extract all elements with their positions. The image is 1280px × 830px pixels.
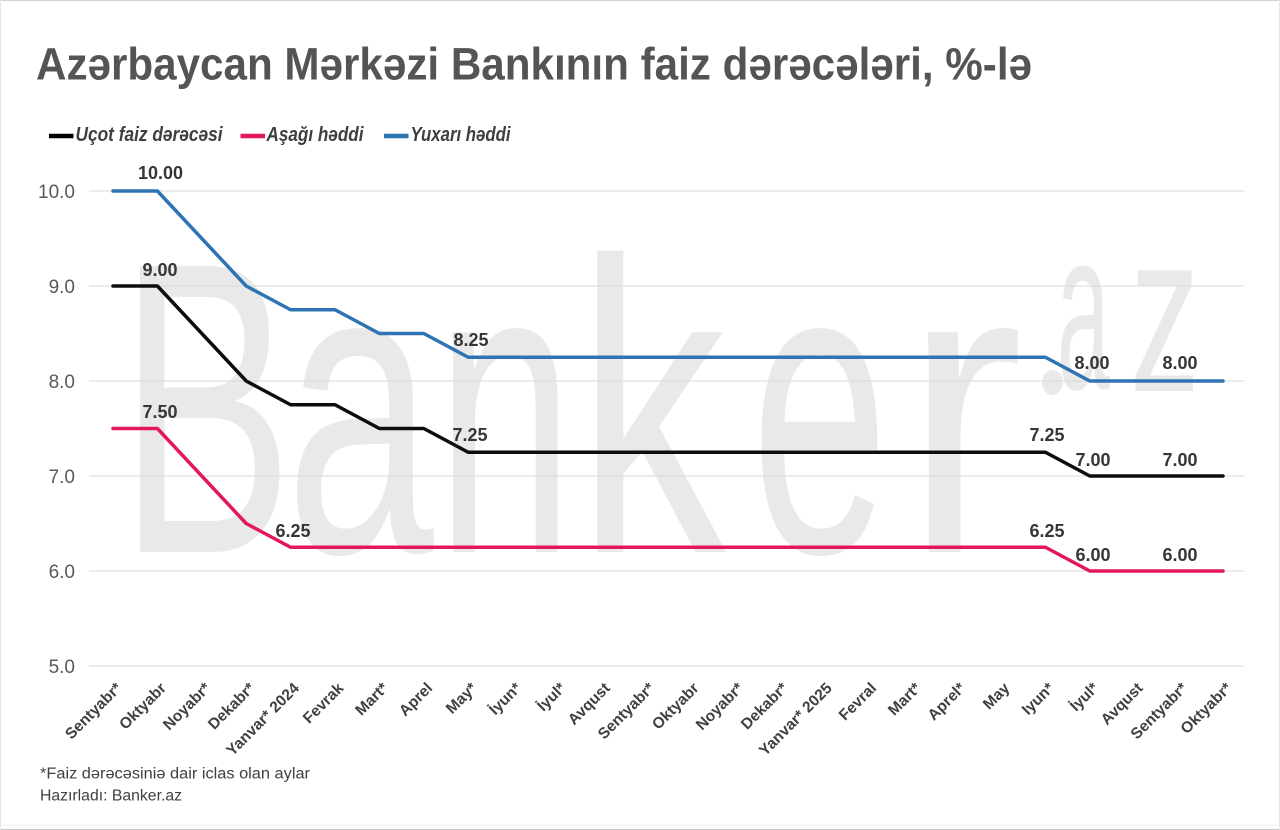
svg-text:Noyabr*: Noyabr* — [693, 679, 748, 734]
svg-text:May: May — [980, 680, 1014, 714]
svg-text:10.0: 10.0 — [38, 182, 75, 203]
svg-text:a: a — [286, 176, 436, 641]
svg-text:May*: May* — [443, 679, 481, 717]
svg-text:8.00: 8.00 — [1162, 353, 1197, 373]
svg-text:Mart*: Mart* — [352, 679, 392, 719]
svg-text:B: B — [118, 176, 293, 641]
svg-text:7.0: 7.0 — [49, 467, 75, 488]
svg-text:Aprel*: Aprel* — [925, 679, 970, 724]
svg-text:8.25: 8.25 — [453, 330, 488, 350]
svg-text:*Faiz dərəcəsiniə dair iclas o: *Faiz dərəcəsiniə dair iclas olan aylar — [40, 766, 310, 783]
svg-text:Sentyabr*: Sentyabr* — [62, 679, 126, 743]
svg-text:Aprel: Aprel — [396, 680, 436, 720]
svg-text:Azərbaycan Mərkəzi Bankının fa: Azərbaycan Mərkəzi Bankının faiz dərəcəl… — [36, 38, 1032, 89]
svg-text:6.25: 6.25 — [1029, 521, 1064, 541]
svg-text:Fevrak: Fevrak — [300, 680, 348, 728]
svg-text:Hazırladı: Banker.az: Hazırladı: Banker.az — [40, 788, 182, 805]
svg-text:Fevral: Fevral — [836, 680, 880, 724]
svg-text:İyul*: İyul* — [534, 679, 570, 715]
svg-text:Noyabr*: Noyabr* — [160, 679, 215, 734]
svg-text:Oktyabr: Oktyabr — [649, 680, 702, 733]
svg-text:7.00: 7.00 — [1162, 450, 1197, 470]
svg-text:n: n — [436, 176, 574, 641]
svg-text:e: e — [751, 176, 888, 641]
svg-text:İyul*: İyul* — [1067, 679, 1103, 715]
svg-text:İyun*: İyun* — [486, 679, 526, 719]
svg-text:10.00: 10.00 — [138, 163, 183, 183]
svg-text:7.50: 7.50 — [142, 402, 177, 422]
svg-text:5.0: 5.0 — [49, 657, 75, 678]
svg-text:6.00: 6.00 — [1162, 545, 1197, 565]
svg-text:Uçot faiz dərəcəsi: Uçot faiz dərəcəsi — [76, 124, 223, 146]
svg-text:6.25: 6.25 — [275, 521, 310, 541]
svg-text:z: z — [1130, 185, 1200, 440]
svg-text:Yuxarı həddi: Yuxarı həddi — [411, 124, 511, 146]
svg-text:a: a — [1057, 183, 1110, 438]
svg-text:k: k — [577, 176, 730, 641]
svg-text:6.00: 6.00 — [1075, 545, 1110, 565]
svg-text:9.0: 9.0 — [49, 277, 75, 298]
svg-text:7.25: 7.25 — [452, 425, 487, 445]
svg-text:r: r — [904, 176, 1024, 641]
svg-text:Mart*: Mart* — [885, 679, 925, 719]
svg-text:Oktyabr: Oktyabr — [116, 680, 169, 733]
svg-text:8.0: 8.0 — [49, 372, 75, 393]
svg-text:6.0: 6.0 — [49, 562, 75, 583]
svg-text:7.25: 7.25 — [1029, 425, 1064, 445]
svg-text:Iyun*: Iyun* — [1019, 679, 1059, 719]
svg-text:7.00: 7.00 — [1075, 450, 1110, 470]
svg-text:9.00: 9.00 — [142, 260, 177, 280]
svg-text:8.00: 8.00 — [1074, 353, 1109, 373]
svg-text:Aşağı həddi: Aşağı həddi — [266, 124, 364, 146]
